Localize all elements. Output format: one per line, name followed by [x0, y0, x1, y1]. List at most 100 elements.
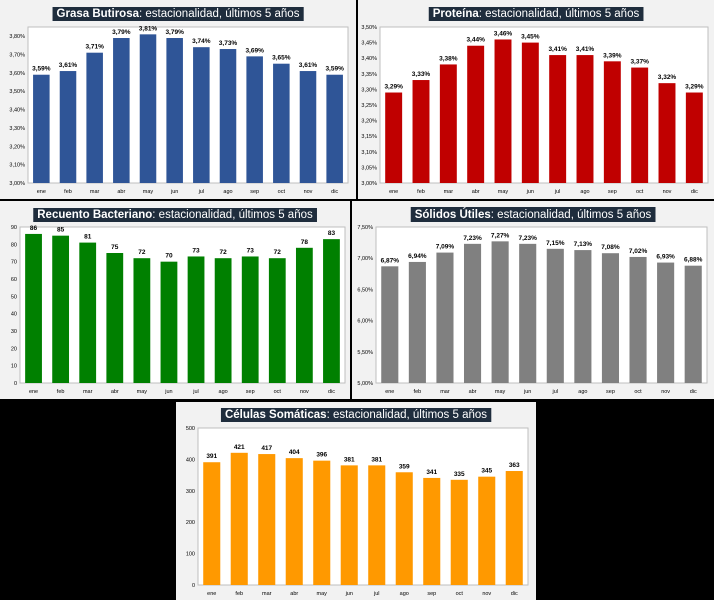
x-tick-label: ago [578, 389, 587, 395]
chart-title: Sólidos Útiles: estacionalidad, últimos … [410, 207, 656, 222]
x-tick-label: abr [117, 189, 125, 195]
bar-dic [326, 74, 343, 183]
chart-title-background [428, 7, 644, 21]
bar-oct [629, 256, 647, 383]
data-label: 341 [426, 469, 437, 476]
y-tick-label: 3,50% [361, 25, 377, 31]
y-tick-label: 300 [186, 489, 195, 495]
bar-mar [86, 52, 103, 183]
x-tick-label: may [137, 389, 148, 395]
data-label: 3,38% [439, 55, 458, 62]
data-label: 3,45% [521, 34, 540, 41]
x-tick-label: oct [636, 189, 644, 195]
x-tick-label: ago [223, 189, 232, 195]
data-label: 3,41% [576, 46, 595, 53]
bar-ene [203, 462, 221, 585]
x-tick-label: dic [691, 189, 698, 195]
svg-text:Sólidos Útiles: estacionalidad: Sólidos Útiles: estacionalidad, últimos … [415, 208, 652, 221]
data-label: 3,74% [192, 38, 211, 45]
y-tick-label: 5,50% [357, 350, 373, 356]
x-tick-label: mar [90, 189, 100, 195]
x-tick-label: jun [523, 389, 531, 395]
data-label: 7,15% [546, 240, 565, 247]
y-tick-label: 7,50% [357, 225, 373, 231]
bar-mar [258, 454, 276, 585]
bar-abr [285, 458, 303, 585]
data-label: 396 [316, 452, 327, 459]
y-tick-label: 30 [11, 329, 17, 335]
x-tick-label: ene [385, 389, 394, 395]
data-label: 421 [234, 444, 245, 451]
chart-title: Recuento Bacteriano: estacionalidad, últ… [33, 208, 317, 222]
svg-text:Grasa Butirosa: estacionalidad: Grasa Butirosa: estacionalidad, últimos … [57, 8, 300, 20]
svg-text:Células Somáticas: estacionali: Células Somáticas: estacionalidad, últim… [225, 409, 487, 421]
data-label: 3,46% [494, 30, 513, 37]
bar-jun [166, 38, 183, 183]
chart-solidos: Sólidos Útiles: estacionalidad, últimos … [357, 207, 708, 395]
data-label: 73 [247, 247, 255, 254]
bar-ago [574, 250, 592, 383]
chart-subtitle: : estacionalidad, últimos 5 años [152, 209, 313, 221]
data-label: 3,59% [325, 66, 344, 73]
bar-dic [684, 265, 702, 383]
y-tick-label: 0 [192, 583, 195, 589]
data-label: 3,44% [466, 37, 485, 44]
y-tick-label: 3,80% [9, 34, 25, 40]
chart-grasa: Grasa Butirosa: estacionalidad, últimos … [9, 7, 349, 195]
bar-oct [268, 258, 286, 383]
x-tick-label: jul [552, 389, 559, 395]
bar-sep [423, 477, 441, 585]
data-label: 3,79% [165, 29, 184, 36]
chart-panel-celulas: Células Somáticas: estacionalidad, últim… [176, 402, 536, 600]
bar-may [494, 39, 512, 184]
x-tick-label: may [495, 389, 506, 395]
x-tick-label: ene [389, 189, 398, 195]
y-tick-label: 6,00% [357, 319, 373, 325]
y-tick-label: 3,05% [361, 165, 377, 171]
data-label: 86 [30, 225, 38, 232]
data-label: 3,79% [112, 29, 131, 36]
x-tick-label: ago [400, 591, 409, 597]
data-label: 417 [261, 445, 272, 452]
bar-nov [658, 83, 676, 183]
y-tick-label: 200 [186, 520, 195, 526]
data-label: 6,94% [408, 253, 427, 260]
data-label: 81 [84, 234, 92, 241]
chart-title-main: Sólidos Útiles [415, 208, 491, 221]
bar-jun [519, 243, 537, 383]
plot-area [197, 427, 529, 586]
x-tick-label: feb [64, 189, 72, 195]
bar-abr [113, 38, 130, 183]
bar-nov [295, 247, 313, 383]
chart-title: Proteína: estacionalidad, últimos 5 años [428, 7, 644, 21]
chart-bacterias: Recuento Bacteriano: estacionalidad, últ… [11, 208, 346, 395]
bar-ago [395, 472, 413, 585]
y-tick-label: 3,35% [361, 72, 377, 78]
bar-oct [631, 67, 649, 183]
data-label: 7,08% [601, 244, 620, 251]
y-tick-label: 0 [14, 381, 17, 387]
data-label: 72 [220, 249, 228, 256]
bar-ene [25, 233, 42, 383]
y-tick-label: 3,10% [361, 150, 377, 156]
x-tick-label: mar [83, 389, 93, 395]
bar-jul [549, 55, 567, 183]
y-tick-label: 3,70% [9, 53, 25, 59]
x-tick-label: oct [278, 189, 286, 195]
bar-jul [187, 256, 205, 383]
x-tick-label: oct [634, 389, 642, 395]
chart-title-background [220, 408, 492, 422]
plot-area [375, 226, 708, 384]
data-label: 335 [454, 471, 465, 478]
data-label: 75 [111, 244, 119, 251]
bar-abr [467, 45, 485, 183]
chart-title-background [52, 7, 304, 21]
chart-title-main: Recuento Bacteriano [37, 209, 152, 221]
y-tick-label: 3,10% [9, 163, 25, 169]
x-tick-label: abr [469, 389, 477, 395]
data-label: 363 [509, 462, 520, 469]
bar-oct [450, 479, 468, 585]
data-label: 3,33% [412, 71, 431, 78]
chart-title-main: Células Somáticas [225, 409, 327, 421]
chart-celulas: Células Somáticas: estacionalidad, últim… [186, 408, 529, 597]
